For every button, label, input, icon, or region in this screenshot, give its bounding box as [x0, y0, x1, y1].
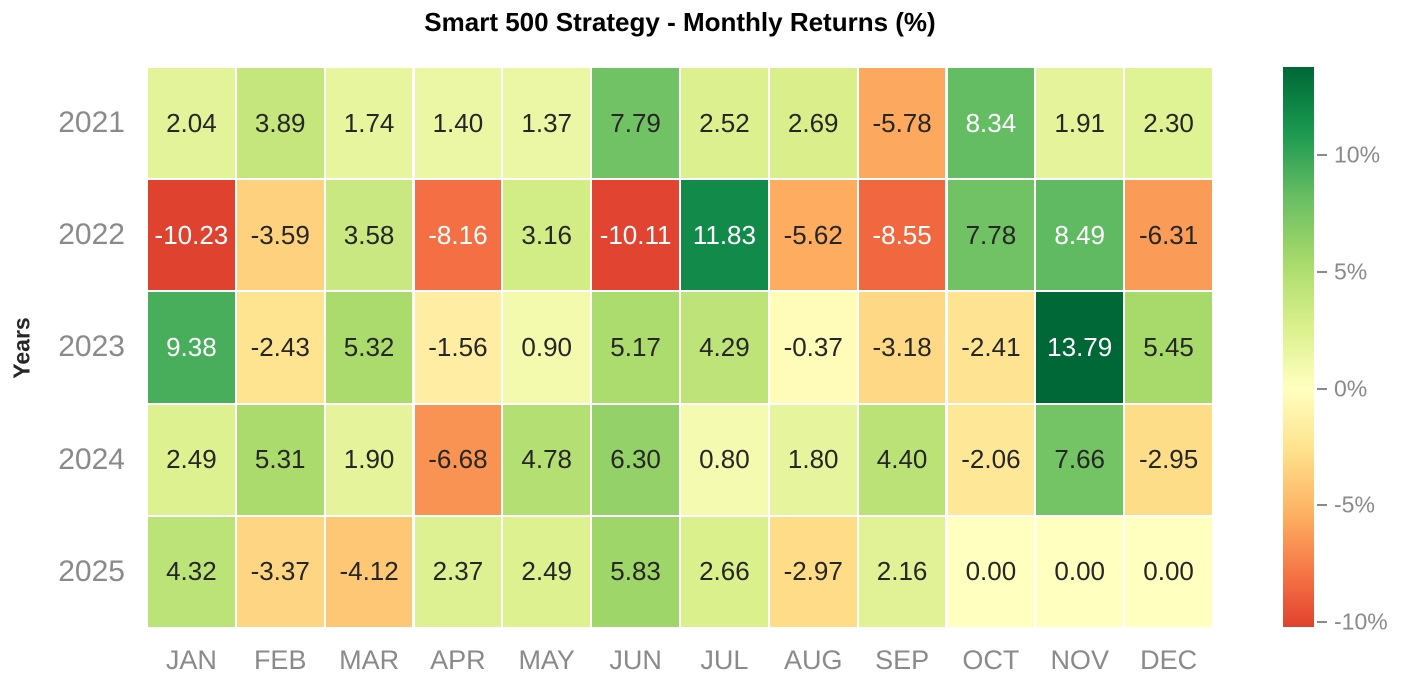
heatmap-cell: -3.59 [236, 180, 324, 291]
colorbar-tick-mark [1317, 270, 1327, 273]
colorbar-tick-label: 5% [1334, 258, 1368, 285]
heatmap-cell: 3.89 [236, 68, 324, 179]
heatmap-cell: 1.80 [769, 404, 857, 515]
x-tick-label: SEP [875, 645, 930, 675]
heatmap-cell: 5.32 [325, 292, 413, 403]
heatmap-cell: 3.16 [503, 180, 591, 291]
heatmap-cell: -4.12 [325, 516, 413, 627]
colorbar-tick-mark [1317, 387, 1327, 390]
heatmap-cell: -0.37 [769, 292, 857, 403]
heatmap-cell: 7.78 [947, 180, 1035, 291]
heatmap-cell: 4.29 [681, 292, 768, 403]
heatmap-cell: -3.37 [236, 516, 324, 627]
heatmap-cell: -8.55 [858, 180, 946, 291]
heatmap-cell: 11.83 [681, 180, 768, 291]
heatmap-cell: 2.30 [1125, 68, 1212, 179]
y-tick-label: 2022 [58, 218, 125, 252]
heatmap-cell: 8.34 [947, 68, 1035, 179]
heatmap-cell: 4.32 [148, 516, 235, 627]
heatmap-cell: 5.83 [592, 516, 679, 627]
heatmap-cell: 0.00 [947, 516, 1035, 627]
heatmap-cell: 0.90 [503, 292, 591, 403]
x-tick-label: JUN [609, 645, 662, 675]
heatmap-cell: 2.69 [769, 68, 857, 179]
heatmap-cell: -1.56 [414, 292, 502, 403]
heatmap-cell: 13.79 [1036, 292, 1124, 403]
heatmap-cell: -10.11 [592, 180, 679, 291]
x-tick-label: NOV [1050, 645, 1109, 675]
colorbar [1283, 67, 1314, 627]
x-tick-label: AUG [783, 645, 843, 675]
x-tick-label: MAR [339, 645, 400, 675]
heatmap-cell: -2.43 [236, 292, 324, 403]
heatmap-cell: 0.00 [1125, 516, 1212, 627]
heatmap-cell: 3.58 [325, 180, 413, 291]
chart-title: Smart 500 Strategy - Monthly Returns (%) [424, 7, 936, 37]
x-tick-label: JAN [165, 645, 217, 675]
heatmap-cell: 7.79 [592, 68, 679, 179]
heatmap-cell: -3.18 [858, 292, 946, 403]
heatmap-cell: 2.66 [681, 516, 768, 627]
heatmap-cell: 2.52 [681, 68, 768, 179]
heatmap-cell: 4.40 [858, 404, 946, 515]
heatmap-cell: 0.00 [1036, 516, 1124, 627]
heatmap-cell: 5.45 [1125, 292, 1212, 403]
colorbar-tick-label: -10% [1334, 608, 1388, 635]
heatmap-cell: 2.49 [503, 516, 591, 627]
heatmap-cell: -2.97 [769, 516, 857, 627]
heatmap-cell: 2.49 [148, 404, 235, 515]
heatmap-cell: -5.78 [858, 68, 946, 179]
heatmap-cell: 8.49 [1036, 180, 1124, 291]
x-tick-label: MAY [518, 645, 575, 675]
heatmap-cell: 2.04 [148, 68, 235, 179]
y-tick-label: 2025 [58, 554, 125, 588]
x-tick-label: DEC [1140, 645, 1198, 675]
colorbar-tick-label: 10% [1334, 141, 1381, 168]
heatmap-cell: 4.78 [503, 404, 591, 515]
heatmap-cell: 1.40 [414, 68, 502, 179]
heatmap-cell: 1.74 [325, 68, 413, 179]
heatmap-cell: 5.31 [236, 404, 324, 515]
heatmap-cell: 1.90 [325, 404, 413, 515]
heatmap-cell: -2.95 [1125, 404, 1212, 515]
heatmap-cell: 1.91 [1036, 68, 1124, 179]
colorbar-tick-mark [1317, 504, 1327, 507]
heatmap-cell: 5.17 [592, 292, 679, 403]
y-tick-label: 2024 [58, 442, 125, 476]
x-tick-label: APR [430, 645, 486, 675]
heatmap-cell: -6.31 [1125, 180, 1212, 291]
heatmap-cell: 6.30 [592, 404, 679, 515]
heatmap-cell: 2.16 [858, 516, 946, 627]
heatmap-cell: -8.16 [414, 180, 502, 291]
heatmap-cell: -5.62 [769, 180, 857, 291]
colorbar-tick-label: -5% [1334, 491, 1375, 518]
heatmap-cell: 9.38 [148, 292, 235, 403]
heatmap-cell: -2.41 [947, 292, 1035, 403]
heatmap-cell: -10.23 [148, 180, 235, 291]
heatmap-cell: 7.66 [1036, 404, 1124, 515]
x-tick-label: OCT [962, 645, 1020, 675]
colorbar-tick-mark [1317, 154, 1327, 157]
colorbar-tick-label: 0% [1334, 375, 1368, 401]
x-tick-label: FEB [253, 645, 307, 675]
heatmap-cell: 2.37 [414, 516, 502, 627]
y-tick-label: 2021 [58, 106, 125, 140]
x-tick-label: JUL [700, 645, 749, 675]
colorbar-tick-mark [1317, 620, 1327, 623]
heatmap-cell: -6.68 [414, 404, 502, 515]
y-tick-label: 2023 [58, 330, 125, 364]
heatmap-cell: -2.06 [947, 404, 1035, 515]
heatmap-cell: 0.80 [681, 404, 768, 515]
heatmap-cell: 1.37 [503, 68, 591, 179]
